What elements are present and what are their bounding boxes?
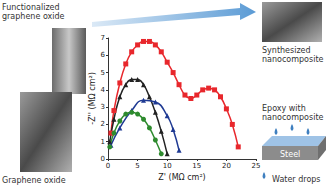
html-text:Functionalized graphene oxide: Functionalized graphene oxide — [2, 3, 65, 21]
svg-text:Z' (MΩ cm²): Z' (MΩ cm²) — [158, 173, 205, 182]
svg-text:1: 1 — [101, 138, 105, 146]
html-text:Epoxy with nanocomposite: Epoxy with nanocomposite — [262, 104, 324, 122]
svg-text:6: 6 — [101, 51, 106, 59]
svg-text:3: 3 — [101, 103, 105, 111]
html-text:Synthesized nanocomposite: Synthesized nanocomposite — [262, 46, 324, 64]
svg-text:-Z'' (MΩ cm²): -Z'' (MΩ cm²) — [88, 72, 97, 125]
svg-text:4: 4 — [101, 86, 106, 94]
svg-text:25: 25 — [252, 162, 261, 170]
svg-text:2: 2 — [101, 120, 105, 128]
html-text:Graphene oxide: Graphene oxide — [2, 176, 66, 185]
svg-text:0: 0 — [101, 155, 105, 163]
svg-text:10: 10 — [163, 162, 172, 170]
svg-text:20: 20 — [222, 162, 231, 170]
svg-text:0: 0 — [106, 162, 110, 170]
svg-text:15: 15 — [192, 162, 201, 170]
svg-text:7: 7 — [101, 34, 105, 42]
svg-text:5: 5 — [101, 69, 105, 77]
html-text:Steel: Steel — [280, 150, 301, 159]
svg-text:5: 5 — [135, 162, 139, 170]
html-text:Water drops: Water drops — [272, 175, 321, 184]
